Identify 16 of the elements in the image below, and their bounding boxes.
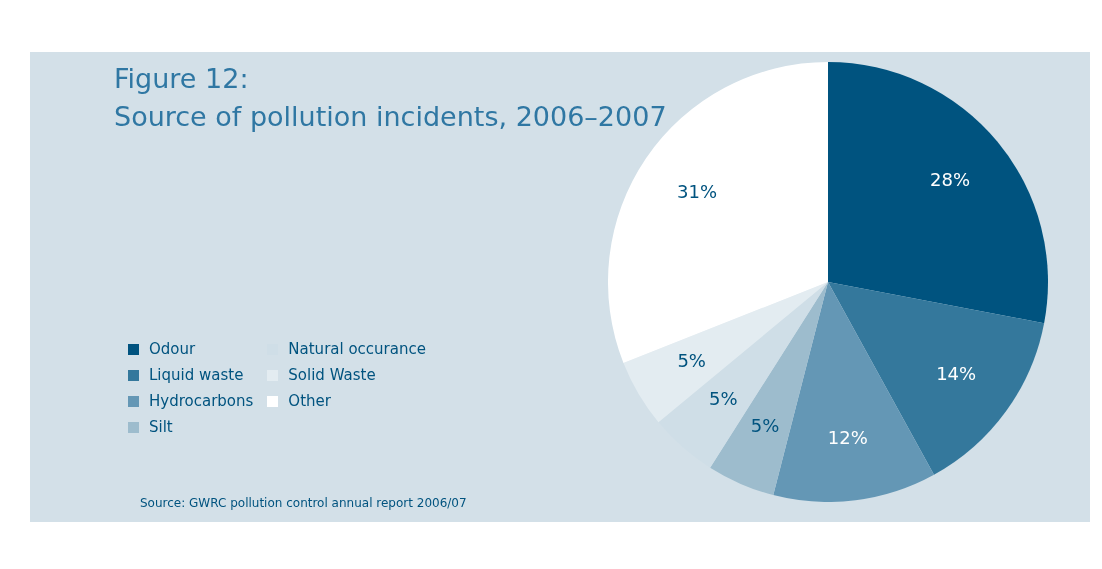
text: Figure 12: Source of pollution incidents, 2006–2007 — [114, 62, 667, 134]
data-label: 5% — [750, 415, 780, 437]
data-label: 5% — [708, 388, 738, 410]
data-label: 14% — [936, 362, 977, 384]
data-label: 31% — [676, 180, 717, 202]
legend-label: Solid Waste — [288, 366, 376, 384]
data-label: 5% — [677, 350, 706, 372]
legend-label: Silt — [149, 418, 173, 436]
data-label: 12% — [827, 426, 868, 448]
legend-label: Hydrocarbons — [149, 392, 254, 410]
legend-label: Natural occurance — [288, 340, 426, 358]
legend-label: Liquid waste — [149, 366, 244, 384]
source-note: Source: GWRC pollution control annual report 2006/07 — [140, 496, 467, 510]
legend-label: Other — [288, 392, 331, 410]
data-label: 28% — [930, 168, 971, 190]
legend-label: Odour — [149, 340, 196, 358]
